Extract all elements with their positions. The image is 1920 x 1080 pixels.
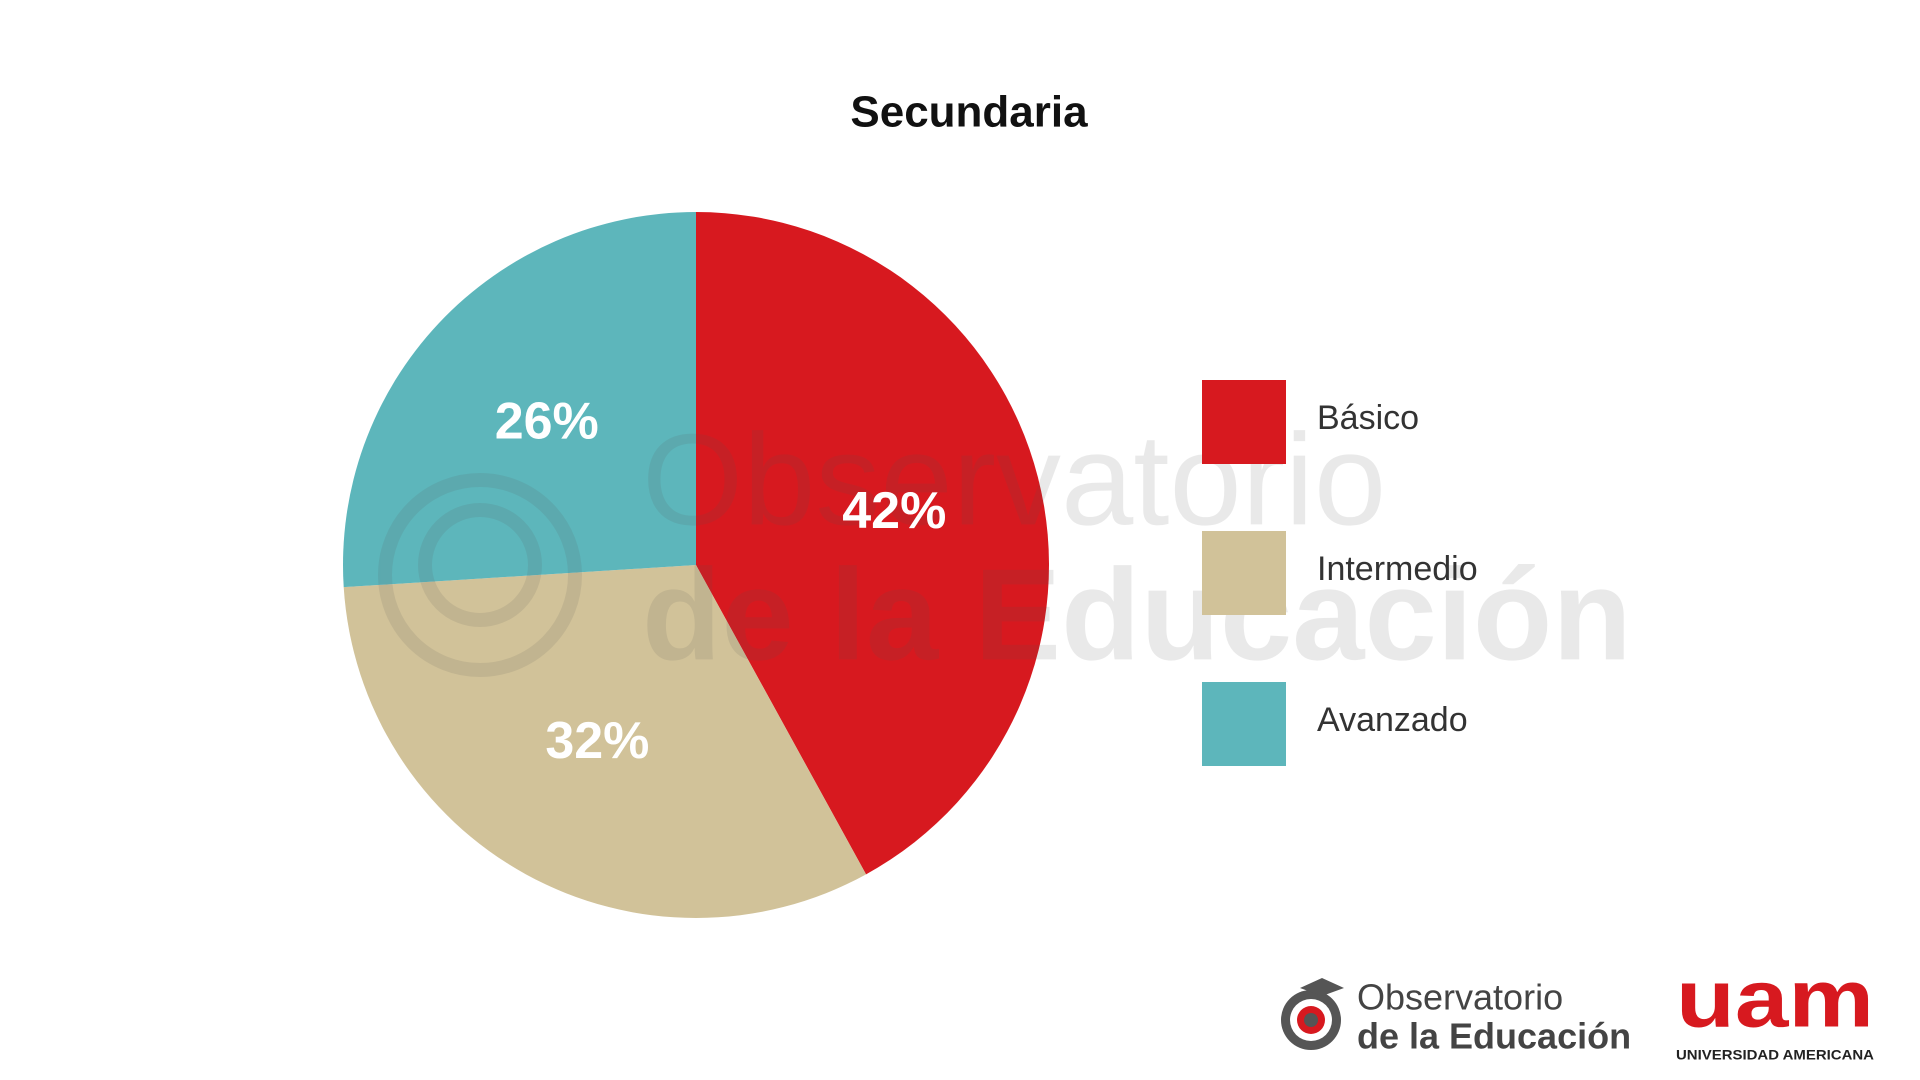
uam-logo: uam UNIVERSIDAD AMERICANA: [1676, 954, 1874, 1063]
legend-label: Intermedio: [1317, 550, 1478, 588]
data-label: 26%: [495, 393, 599, 451]
pie-slice: [343, 212, 696, 588]
legend-label: Avanzado: [1317, 701, 1468, 739]
pie-slice: [696, 212, 1049, 875]
pie: [343, 212, 1049, 918]
legend-swatch: [1202, 682, 1286, 766]
legend: Básico Intermedio Avanzado: [1202, 380, 1478, 766]
logo-icon: [1304, 1013, 1318, 1027]
logo-text: uam: [1676, 954, 1874, 1045]
watermark-icon: [418, 503, 542, 627]
logo-text: UNIVERSIDAD AMERICANA: [1676, 1047, 1874, 1063]
pie-slice: [343, 565, 867, 918]
logo-text: de la Educación: [1357, 1016, 1631, 1057]
legend-label: Básico: [1317, 399, 1419, 437]
logo-cap: [1300, 978, 1344, 996]
data-label: 42%: [842, 482, 946, 540]
watermark-text: de la Educación: [642, 541, 1632, 687]
legend-swatch: [1202, 380, 1286, 464]
watermark-icon: [378, 473, 582, 677]
pie-labels: 42% 32% 26%: [495, 393, 947, 771]
legend-swatch: [1202, 531, 1286, 615]
observatorio-logo: Observatorio de la Educación: [1281, 977, 1631, 1057]
chart-title: Secundaria: [850, 88, 1088, 137]
data-label: 32%: [545, 712, 649, 770]
logo-text: Observatorio: [1357, 977, 1563, 1018]
